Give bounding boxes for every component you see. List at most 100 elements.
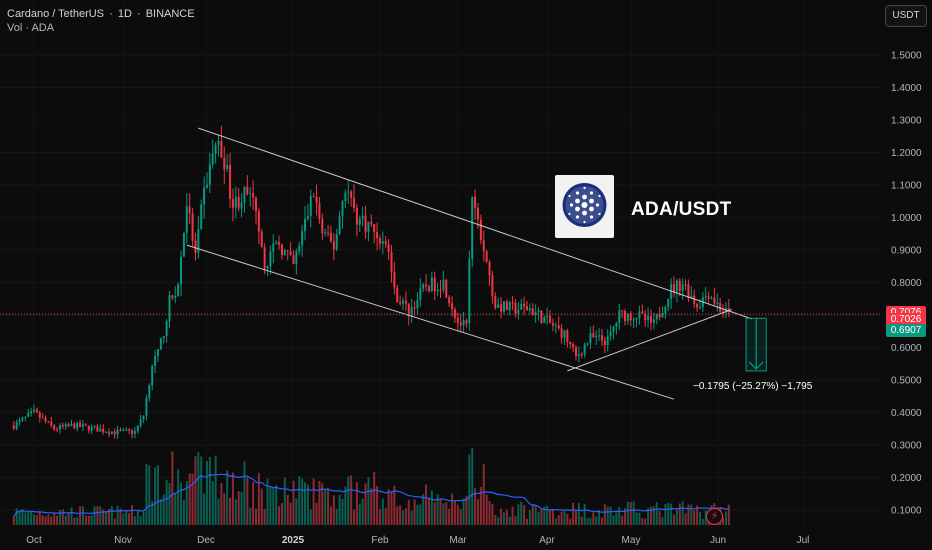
symbol-header[interactable]: Cardano / TetherUS · 1D · BINANCE — [7, 8, 195, 20]
volume-bar — [554, 518, 557, 525]
candle-body — [15, 422, 18, 429]
volume-bar — [257, 472, 260, 525]
candle-body — [61, 425, 64, 427]
volume-bar — [670, 503, 673, 525]
volume-bar — [292, 480, 295, 525]
alert-flash-icon[interactable]: ⚡ — [706, 508, 723, 525]
candle-body — [237, 196, 240, 209]
candle-body — [321, 218, 324, 234]
volume-bar — [647, 508, 650, 525]
trend-lines — [186, 127, 753, 400]
candle-body — [681, 284, 684, 291]
candle-body — [531, 308, 534, 315]
price-tag: 0.7026 — [886, 313, 926, 327]
candle-body — [410, 307, 413, 316]
candle-body — [592, 332, 595, 338]
candle-body — [327, 232, 330, 234]
candle-body — [142, 416, 145, 420]
candle-body — [396, 287, 399, 303]
candle-body — [675, 280, 678, 292]
volume-bar — [528, 510, 531, 525]
volume-bar — [353, 509, 356, 525]
candle-body — [295, 251, 298, 265]
volume-bar — [422, 494, 425, 525]
candle-body — [156, 349, 159, 357]
candle-body — [208, 164, 211, 185]
volume-bar — [151, 500, 154, 525]
volume-bar — [73, 517, 76, 525]
candle-body — [600, 335, 603, 341]
time-axis-label: Feb — [371, 535, 389, 546]
volume-bar — [615, 512, 618, 525]
volume-legend[interactable]: Vol · ADA — [7, 22, 55, 34]
candle-body — [453, 309, 456, 318]
volume-bar — [148, 465, 151, 525]
candle-body — [364, 215, 367, 232]
trend-line-lower-channel[interactable] — [186, 244, 675, 400]
candle-body — [260, 231, 263, 248]
time-axis-label: Nov — [114, 535, 132, 546]
candle-body — [445, 279, 448, 298]
currency-button[interactable]: USDT — [885, 5, 927, 27]
volume-bar — [387, 489, 390, 525]
candle-body — [338, 216, 341, 234]
volume-bar — [318, 480, 321, 525]
volume-bar — [355, 482, 358, 525]
symbol-pair: Cardano / TetherUS — [7, 8, 105, 20]
volume-bar — [133, 516, 136, 525]
candle-body — [416, 300, 419, 309]
volume-bar — [560, 511, 563, 525]
volume-bar — [286, 494, 289, 525]
candle-body — [151, 365, 154, 386]
candle-body — [626, 313, 629, 322]
candle-body — [21, 417, 24, 421]
candle-body — [583, 344, 586, 355]
candle-body — [684, 284, 687, 286]
volume-bar — [655, 502, 658, 525]
volume-bar — [603, 504, 606, 525]
volume-bar — [122, 513, 125, 525]
symbol-interval: 1D — [117, 8, 132, 20]
volume-bar — [50, 516, 53, 525]
candle-body — [456, 317, 459, 323]
volume-bar — [324, 488, 327, 525]
volume-bar — [280, 502, 283, 525]
candle-body — [254, 197, 257, 212]
volume-bar — [321, 482, 324, 525]
volume-bar — [575, 509, 578, 525]
candle-body — [569, 341, 572, 345]
candle-body — [113, 431, 116, 435]
candle-body — [361, 215, 364, 219]
volume-bar — [644, 518, 647, 525]
volume-bar — [624, 508, 627, 525]
volume-bar — [367, 477, 370, 525]
volume-bar — [275, 485, 278, 525]
volume-bar — [600, 517, 603, 525]
candle-body — [476, 207, 479, 220]
volume-bar — [537, 512, 540, 525]
volume-bar — [128, 513, 131, 525]
candle-body — [148, 385, 151, 398]
volume-bar — [606, 506, 609, 525]
candle-body — [298, 245, 301, 252]
volume-bar — [632, 501, 635, 525]
volume-bar — [131, 505, 134, 525]
volume-bar — [332, 495, 335, 525]
price-axis-label: 1.2000 — [891, 148, 922, 159]
trend-line-rising-support[interactable] — [567, 309, 732, 372]
trend-line-upper-channel[interactable] — [198, 127, 753, 320]
volume-bar — [563, 511, 566, 525]
candle-body — [292, 255, 295, 265]
candle-body — [525, 306, 528, 311]
volume-bar — [612, 515, 615, 525]
candle-body — [393, 272, 396, 288]
volume-bar — [44, 516, 47, 525]
candle-body — [27, 413, 30, 417]
candle-body — [433, 277, 436, 292]
candle-body — [226, 164, 229, 170]
candle-body — [404, 300, 407, 304]
volume-bar — [223, 493, 226, 525]
volume-bar — [347, 476, 350, 525]
candle-body — [30, 411, 33, 414]
